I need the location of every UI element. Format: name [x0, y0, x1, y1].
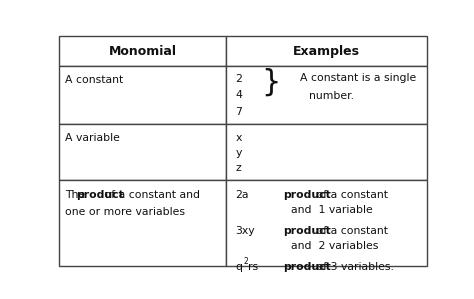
- Text: product: product: [283, 262, 331, 271]
- Polygon shape: [227, 180, 427, 266]
- Text: of a constant: of a constant: [313, 190, 389, 200]
- Polygon shape: [227, 66, 427, 124]
- Text: Examples: Examples: [293, 45, 360, 58]
- Text: Monomial: Monomial: [109, 45, 177, 58]
- Text: of a constant: of a constant: [313, 226, 389, 236]
- Text: and  2 variables: and 2 variables: [292, 241, 379, 251]
- Text: product: product: [283, 226, 331, 236]
- Polygon shape: [59, 66, 227, 124]
- Text: A constant is a single: A constant is a single: [300, 73, 416, 83]
- Text: number.: number.: [309, 91, 354, 101]
- Text: x: x: [236, 133, 242, 143]
- Text: and  1 variable: and 1 variable: [292, 205, 373, 215]
- Text: 7: 7: [236, 106, 243, 117]
- Text: A constant: A constant: [65, 75, 123, 86]
- Text: product: product: [76, 190, 124, 200]
- Text: q: q: [236, 262, 243, 271]
- Text: 2: 2: [236, 74, 243, 84]
- Text: 2: 2: [244, 257, 248, 266]
- Text: y: y: [236, 148, 242, 158]
- Text: 2a: 2a: [236, 190, 249, 200]
- Text: product: product: [283, 190, 331, 200]
- Text: rs: rs: [248, 262, 258, 271]
- Text: }: }: [261, 68, 281, 97]
- Text: 3xy: 3xy: [236, 226, 255, 236]
- Polygon shape: [59, 180, 227, 266]
- Polygon shape: [59, 124, 227, 180]
- Text: of 3 variables.: of 3 variables.: [313, 262, 394, 271]
- Text: z: z: [236, 163, 241, 173]
- Text: 4: 4: [236, 90, 243, 100]
- Text: The: The: [65, 190, 88, 200]
- Polygon shape: [227, 36, 427, 66]
- Text: one or more variables: one or more variables: [65, 208, 185, 217]
- Text: A variable: A variable: [65, 133, 119, 143]
- Polygon shape: [59, 36, 227, 66]
- Text: of a constant and: of a constant and: [101, 190, 200, 200]
- Polygon shape: [227, 124, 427, 180]
